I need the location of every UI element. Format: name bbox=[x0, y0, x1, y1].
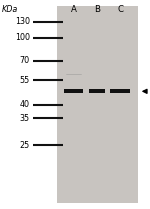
Bar bbox=[57, 6, 138, 203]
Text: 40: 40 bbox=[20, 100, 30, 109]
Bar bbox=[110, 89, 130, 93]
Text: 130: 130 bbox=[15, 17, 30, 27]
Bar bbox=[64, 89, 83, 93]
Text: 35: 35 bbox=[20, 113, 30, 123]
Text: 25: 25 bbox=[20, 141, 30, 150]
Text: B: B bbox=[94, 5, 100, 14]
Bar bbox=[88, 89, 105, 93]
Text: A: A bbox=[70, 5, 76, 14]
Text: 100: 100 bbox=[15, 33, 30, 42]
Text: C: C bbox=[117, 5, 123, 14]
Text: 55: 55 bbox=[20, 76, 30, 85]
Text: 70: 70 bbox=[20, 56, 30, 65]
Text: KDa: KDa bbox=[2, 5, 18, 14]
